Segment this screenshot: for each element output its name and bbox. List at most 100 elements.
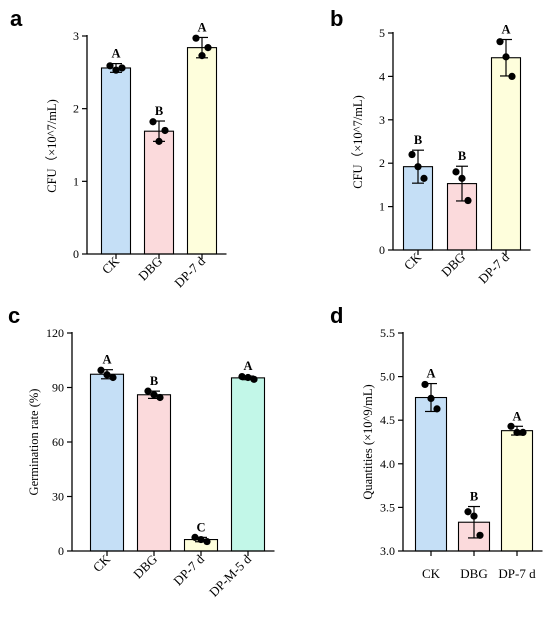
y-tick-label: 120 xyxy=(46,326,64,340)
x-tick-label: DP-M-5 d xyxy=(206,551,254,599)
data-point xyxy=(421,380,429,389)
chart-panel-a: a CFU（×10^7/mL) A CK B DBG A DP-7 d 0 1 2 3 xyxy=(10,6,227,290)
bar-2 xyxy=(186,47,218,255)
y-tick-label: 2 xyxy=(73,102,79,116)
x-tick-label: DP-7 d xyxy=(170,551,207,588)
data-point xyxy=(197,535,205,544)
data-point xyxy=(502,53,510,61)
data-point xyxy=(433,405,441,413)
data-point xyxy=(198,52,206,60)
x-tick-label: CK xyxy=(401,249,425,273)
data-point xyxy=(156,393,164,402)
x-tick-label: CK xyxy=(99,253,123,277)
x-tick-label: DBG xyxy=(438,250,468,280)
y-axis-label: CFU（×10^7/mL) xyxy=(351,95,365,188)
data-point xyxy=(150,391,158,399)
significance-letter: B xyxy=(470,490,478,504)
x-tick-label: CK xyxy=(90,551,114,575)
bar-2 xyxy=(490,57,522,251)
y-tick-label: 60 xyxy=(52,435,64,449)
data-point xyxy=(420,174,428,182)
y-tick-label: 3.5 xyxy=(380,500,395,514)
y-tick-label: 0 xyxy=(73,247,79,261)
chart-panel-c: c Germination rate (%) A CK B DBG C DP-7 d A DP-M… xyxy=(8,303,275,600)
data-point xyxy=(250,375,258,383)
x-tick-label: DBG xyxy=(460,566,487,581)
y-tick-label: 0 xyxy=(379,243,385,257)
significance-letter: A xyxy=(102,353,111,367)
data-point xyxy=(103,371,111,379)
data-point xyxy=(118,64,126,72)
bar-1 xyxy=(136,394,172,552)
significance-letter: A xyxy=(197,20,206,34)
data-point xyxy=(513,428,521,437)
x-tick-label: DBG xyxy=(135,254,165,284)
y-tick-label: 0 xyxy=(58,544,64,558)
significance-letter: A xyxy=(243,359,252,373)
x-tick-label: DP-7 d xyxy=(475,249,512,286)
y-tick-label: 4.0 xyxy=(380,457,395,471)
data-point xyxy=(496,38,504,46)
data-point xyxy=(155,137,163,145)
bar-2 xyxy=(500,430,534,552)
data-point xyxy=(452,168,460,176)
data-point xyxy=(238,373,246,381)
significance-letter: A xyxy=(512,409,521,423)
y-tick-label: 5 xyxy=(379,26,385,40)
significance-letter: B xyxy=(414,133,422,147)
data-point xyxy=(507,422,515,430)
panel-letter: b xyxy=(330,6,343,31)
y-tick-label: 1 xyxy=(73,174,79,188)
significance-letter: A xyxy=(111,47,120,61)
y-tick-label: 3.0 xyxy=(380,544,395,558)
panel-letter: c xyxy=(8,303,20,328)
y-tick-label: 3 xyxy=(379,113,385,127)
bar-0 xyxy=(100,67,132,255)
data-point xyxy=(204,44,212,52)
data-point xyxy=(458,174,466,182)
bar-3 xyxy=(230,377,266,552)
data-point xyxy=(519,428,527,437)
bar-1 xyxy=(143,130,175,255)
panel-letter: d xyxy=(330,303,343,328)
bar-0 xyxy=(414,396,448,552)
data-point xyxy=(427,394,435,402)
data-point xyxy=(106,62,114,70)
panel-letter: a xyxy=(10,6,23,31)
x-tick-label: DBG xyxy=(130,552,160,582)
x-tick-label: CK xyxy=(422,566,441,581)
data-point xyxy=(149,118,157,126)
data-point xyxy=(408,150,416,159)
x-tick-label: DP-7 d xyxy=(171,253,208,290)
data-point xyxy=(464,508,472,516)
data-point xyxy=(144,387,152,395)
significance-letter: B xyxy=(458,149,466,163)
data-point xyxy=(161,126,169,135)
y-tick-label: 5.0 xyxy=(380,370,395,384)
y-tick-label: 1 xyxy=(379,200,385,214)
significance-letter: A xyxy=(501,23,510,37)
data-point xyxy=(476,531,484,539)
x-tick-label: DP-7 d xyxy=(498,566,536,581)
data-point xyxy=(464,196,472,205)
y-tick-label: 4 xyxy=(379,69,385,83)
data-point xyxy=(192,34,200,42)
significance-letter: B xyxy=(155,104,163,118)
y-tick-label: 90 xyxy=(52,381,64,395)
y-tick-label: 5.5 xyxy=(380,326,395,340)
significance-letter: A xyxy=(426,367,435,381)
y-axis-label: Germination rate (%) xyxy=(27,389,41,496)
bar-0 xyxy=(89,373,125,552)
data-point xyxy=(112,66,120,74)
data-point xyxy=(191,533,199,541)
data-point xyxy=(203,537,211,546)
y-tick-label: 30 xyxy=(52,490,64,504)
y-tick-label: 2 xyxy=(379,156,385,170)
data-point xyxy=(97,366,105,374)
y-tick-label: 4.5 xyxy=(380,413,395,427)
data-point xyxy=(414,163,422,171)
data-point xyxy=(470,512,478,520)
chart-panel-d: d Quantities (×10^9/mL) A CK B DBG A DP-7 d 3.0 3… xyxy=(330,303,543,581)
y-tick-label: 3 xyxy=(73,29,79,43)
